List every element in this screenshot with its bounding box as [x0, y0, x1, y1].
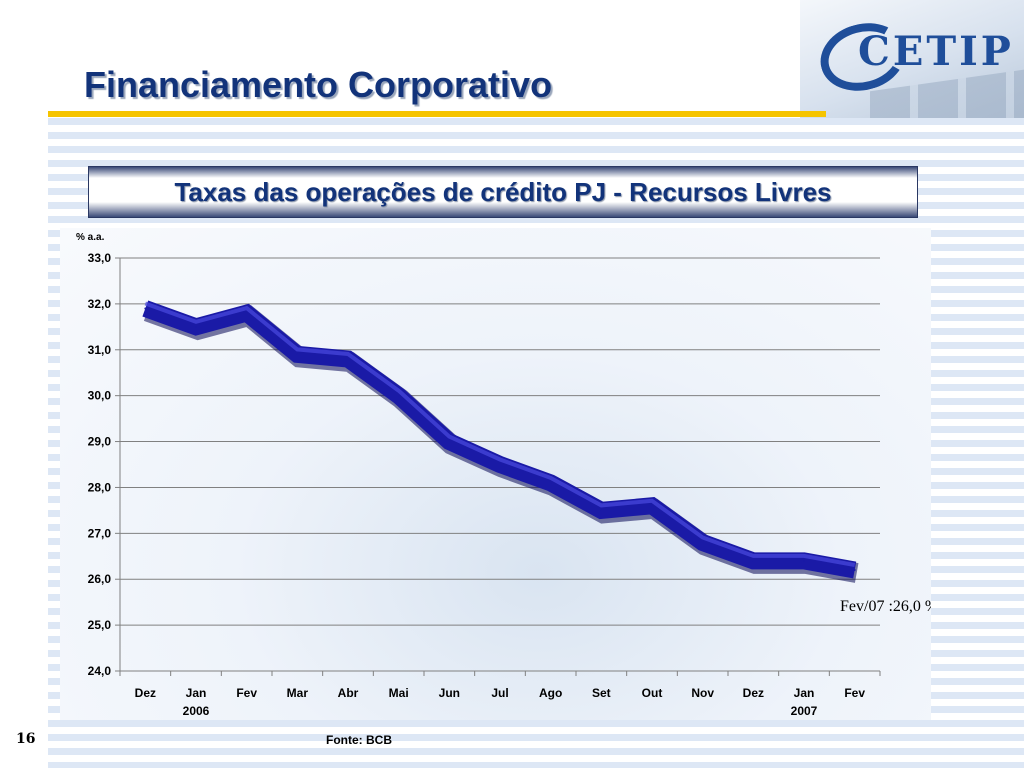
- y-tick-label: 28,0: [88, 480, 112, 494]
- year-label: 2006: [183, 704, 210, 718]
- y-tick-label: 29,0: [88, 435, 112, 449]
- logo-text: CETIP: [858, 28, 1014, 75]
- data-point: [347, 357, 349, 360]
- x-tick-label: Jul: [491, 686, 508, 700]
- title-underline: [48, 111, 826, 117]
- y-tick-label: 25,0: [88, 618, 112, 632]
- chart-title: Taxas das operações de crédito PJ - Recu…: [174, 176, 832, 207]
- data-point: [853, 569, 856, 572]
- data-point: [701, 541, 704, 544]
- data-point: [752, 559, 755, 562]
- data-point: [144, 307, 147, 310]
- data-point: [651, 504, 653, 507]
- y-axis-unit-label: % a.a.: [76, 232, 105, 243]
- y-tick-label: 30,0: [88, 389, 112, 403]
- data-point: [549, 481, 552, 484]
- x-tick-label: Fev: [236, 686, 257, 700]
- x-tick-label: Set: [592, 686, 611, 700]
- data-point: [803, 559, 805, 562]
- data-point: [499, 463, 501, 466]
- data-point: [397, 394, 400, 397]
- data-point: [448, 440, 451, 443]
- logo-area: CETIP: [800, 0, 1024, 118]
- x-tick-label: Ago: [539, 686, 562, 700]
- page-title: Financiamento Corporativo: [84, 64, 553, 105]
- y-tick-label: 31,0: [88, 343, 112, 357]
- source-note: Fonte: BCB: [326, 733, 392, 747]
- page-number: 16: [16, 731, 36, 747]
- tick-labels: 24,0 25,0 26,0 27,0 28,0 29,0 30,0 31,0 32,0 33,0…: [88, 251, 866, 718]
- x-tick-label: Jan: [794, 686, 815, 700]
- x-tick-label: Mar: [287, 686, 309, 700]
- x-tick-label: Jun: [439, 686, 460, 700]
- y-tick-label: 33,0: [88, 251, 112, 265]
- axes: [115, 257, 881, 676]
- x-tick-label: Abr: [338, 686, 359, 700]
- y-tick-label: 27,0: [88, 526, 112, 540]
- x-tick-label: Dez: [135, 686, 156, 700]
- series-line: [142, 300, 857, 579]
- x-tick-label: Jan: [186, 686, 207, 700]
- data-point: [195, 325, 197, 328]
- series-highlight: [144, 301, 856, 567]
- x-tick-label: Nov: [691, 686, 714, 700]
- year-label: 2007: [791, 704, 818, 718]
- data-point: [600, 509, 603, 512]
- y-tick-label: 26,0: [88, 572, 112, 586]
- y-tick-label: 32,0: [88, 297, 112, 311]
- chart-panel: 24,0 25,0 26,0 27,0 28,0 29,0 30,0 31,0 32,0 33,0…: [60, 228, 931, 720]
- x-tick-label: Fev: [844, 686, 865, 700]
- x-tick-label: Out: [642, 686, 663, 700]
- x-tick-label: Dez: [743, 686, 764, 700]
- data-point: [296, 353, 299, 356]
- grid-lines: [120, 257, 880, 626]
- y-tick-label: 24,0: [88, 664, 112, 678]
- line-chart: 24,0 25,0 26,0 27,0 28,0 29,0 30,0 31,0 32,0 33,0…: [76, 232, 931, 718]
- x-tick-label: Mai: [389, 686, 409, 700]
- series-ribbon: [142, 300, 859, 583]
- data-point: [245, 312, 248, 315]
- chart-title-banner: Taxas das operações de crédito PJ - Recu…: [88, 166, 918, 218]
- last-value-annotation: Fev/07 :26,0 %: [840, 598, 931, 615]
